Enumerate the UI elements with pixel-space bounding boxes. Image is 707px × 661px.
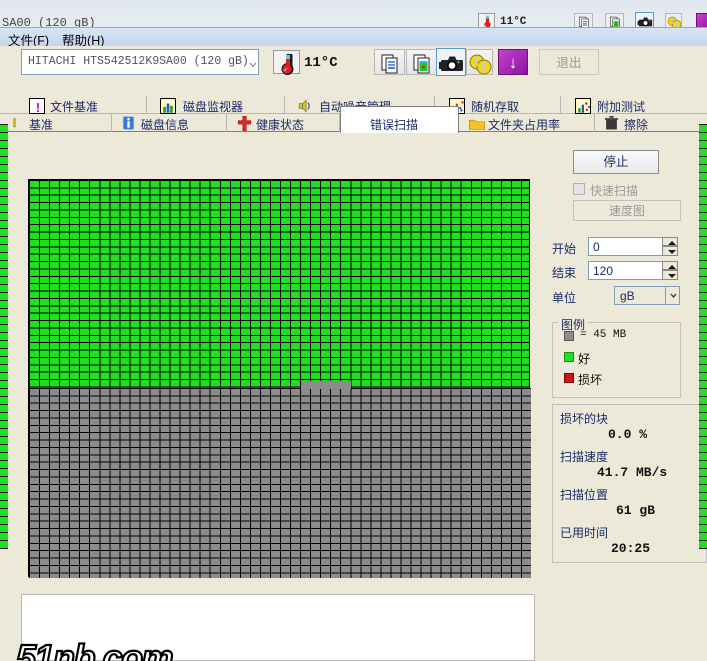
svg-text:!: ! xyxy=(36,100,40,115)
svg-text:!: ! xyxy=(13,116,17,129)
